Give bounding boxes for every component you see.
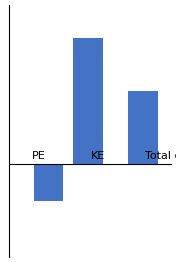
Text: KE: KE <box>91 151 105 161</box>
Bar <box>34 164 63 201</box>
Bar <box>73 38 103 164</box>
Text: PE: PE <box>32 151 46 161</box>
Bar <box>128 91 158 164</box>
Text: Total energy: Total energy <box>145 151 176 161</box>
